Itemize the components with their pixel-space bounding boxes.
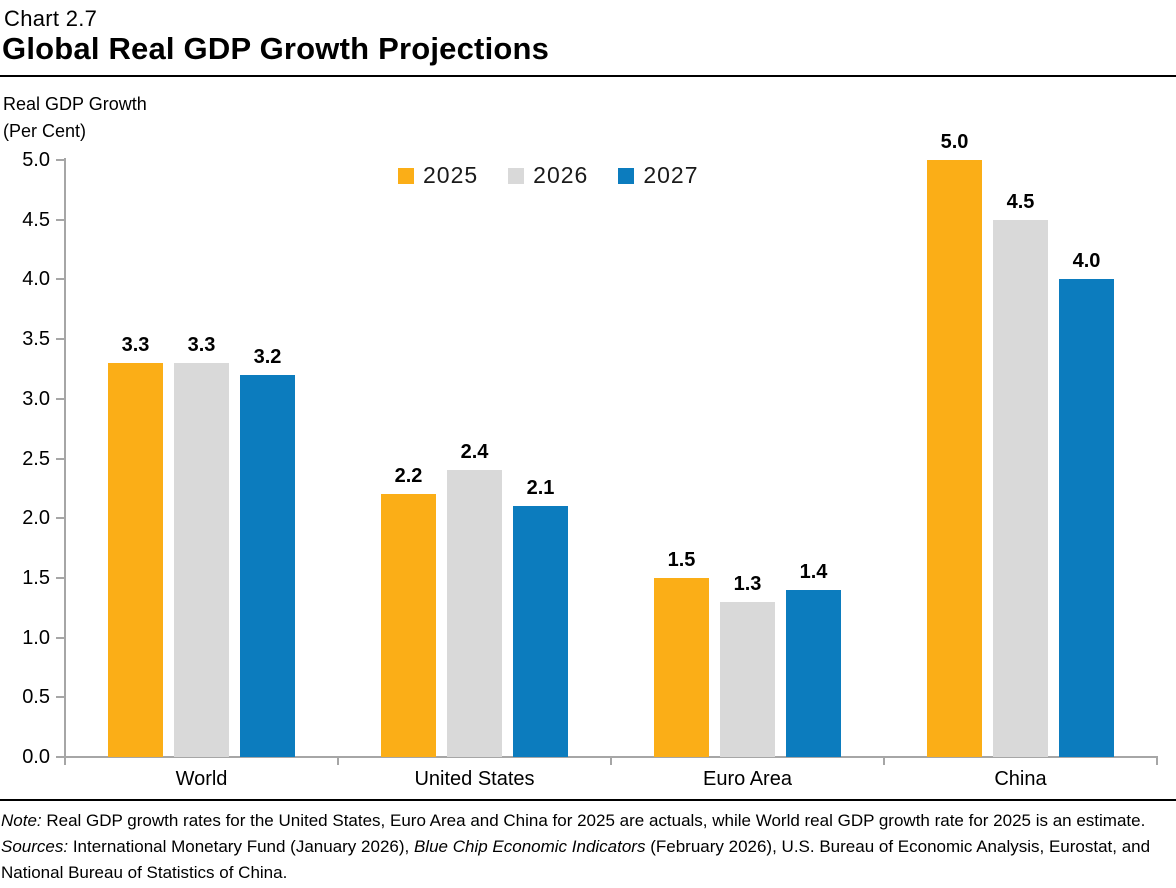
legend-item-2027: 2027: [618, 162, 698, 189]
y-tick-label: 0.0: [22, 746, 50, 768]
bar-value-label: 3.2: [253, 345, 282, 368]
y-axis-title-line2: (Per Cent): [3, 121, 87, 141]
footnote-segment-italic: Blue Chip Economic Indicators: [413, 837, 646, 856]
header-divider: [0, 75, 1176, 77]
y-tick-label: 2.5: [22, 447, 50, 470]
y-axis-title: Real GDP Growth (Per Cent): [3, 91, 147, 145]
bar-value-label: 2.2: [394, 465, 423, 488]
bar-value-label: 4.5: [1006, 190, 1035, 213]
bar-value-label: 1.3: [733, 572, 762, 595]
bar-value-label: 2.1: [526, 477, 555, 500]
note-text: Note: Real GDP growth rates for the Unit…: [1, 808, 1176, 834]
legend-item-2026: 2026: [508, 162, 588, 189]
legend-label: 2027: [643, 162, 699, 188]
bar-value-label: 2.4: [460, 441, 489, 464]
bar-2027-china: [1059, 279, 1114, 757]
bar-value-label: 3.3: [187, 333, 216, 356]
footnote-segment: Real GDP growth rates for the United Sta…: [41, 811, 1146, 830]
legend-item-2025: 2025: [398, 162, 478, 189]
bar-2025-euro-area: [654, 577, 709, 757]
legend-swatch-2026: [508, 167, 525, 184]
bar-2026-china: [993, 219, 1048, 757]
bar-2025-china: [927, 160, 982, 757]
bar-value-label: 1.4: [799, 560, 828, 583]
bar-2026-euro-area: [720, 601, 775, 757]
chart-legend: 2025 2026 2027: [398, 162, 699, 189]
x-tick-mark: [610, 757, 612, 765]
footnotes: Note: Real GDP growth rates for the Unit…: [1, 808, 1176, 886]
footnote-segment: International Monetary Fund (January 202…: [68, 837, 414, 856]
y-axis-title-line1: Real GDP Growth: [3, 94, 147, 114]
x-category-label: Euro Area: [703, 768, 792, 790]
x-category-label: China: [994, 768, 1047, 790]
bar-2025-united-states: [381, 494, 436, 757]
y-tick-mark: [56, 756, 65, 758]
bar-value-label: 3.3: [121, 333, 150, 356]
bar-2026-world: [174, 362, 229, 757]
x-tick-mark: [337, 757, 339, 765]
y-tick-label: 1.5: [22, 566, 50, 589]
y-axis-line: [64, 158, 66, 758]
bar-2026-united-states: [447, 470, 502, 757]
bar-2025-world: [108, 362, 163, 757]
y-tick-mark: [56, 517, 65, 520]
x-tick-mark: [1156, 757, 1158, 765]
legend-swatch-2027: [618, 167, 635, 184]
y-tick-label: 4.5: [22, 208, 50, 231]
y-tick-label: 3.5: [22, 328, 50, 351]
legend-label: 2025: [423, 162, 479, 188]
footnote-segment-italic: Sources:: [1, 837, 69, 856]
bar-2027-world: [240, 374, 295, 757]
sources-text: Sources: International Monetary Fund (Ja…: [1, 834, 1176, 886]
bar-value-label: 5.0: [940, 131, 969, 153]
bar-value-label: 4.0: [1072, 250, 1101, 273]
legend-swatch-2025: [398, 167, 414, 184]
footnote-segment: (February 2026), U.S. Bureau of Economic…: [1, 837, 1151, 882]
y-tick-label: 5.0: [22, 149, 50, 171]
y-tick-label: 4.0: [22, 268, 50, 291]
y-tick-mark: [56, 696, 65, 699]
bar-2027-euro-area: [786, 589, 841, 757]
x-tick-mark: [64, 757, 66, 765]
footnote-segment-italic: Note:: [1, 811, 42, 830]
bar-value-label: 1.5: [667, 548, 696, 571]
y-tick-mark: [56, 338, 65, 341]
y-tick-mark: [56, 576, 65, 579]
y-tick-mark: [56, 636, 65, 639]
y-tick-mark: [56, 457, 65, 460]
y-tick-label: 3.0: [22, 387, 50, 410]
bar-2027-united-states: [513, 506, 568, 757]
notes-divider: [0, 799, 1176, 801]
y-tick-label: 2.0: [22, 507, 50, 530]
chart-number: Chart 2.7: [4, 6, 98, 31]
y-tick-mark: [56, 159, 65, 161]
y-tick-label: 1.0: [22, 626, 50, 649]
y-tick-mark: [56, 397, 65, 400]
x-category-label: United States: [414, 768, 535, 790]
y-tick-mark: [56, 278, 65, 281]
y-tick-mark: [56, 218, 65, 221]
page-title: Global Real GDP Growth Projections: [2, 31, 550, 66]
y-tick-label: 0.5: [22, 686, 50, 709]
x-category-label: World: [175, 768, 228, 790]
x-tick-mark: [883, 757, 885, 765]
legend-label: 2026: [533, 162, 589, 188]
